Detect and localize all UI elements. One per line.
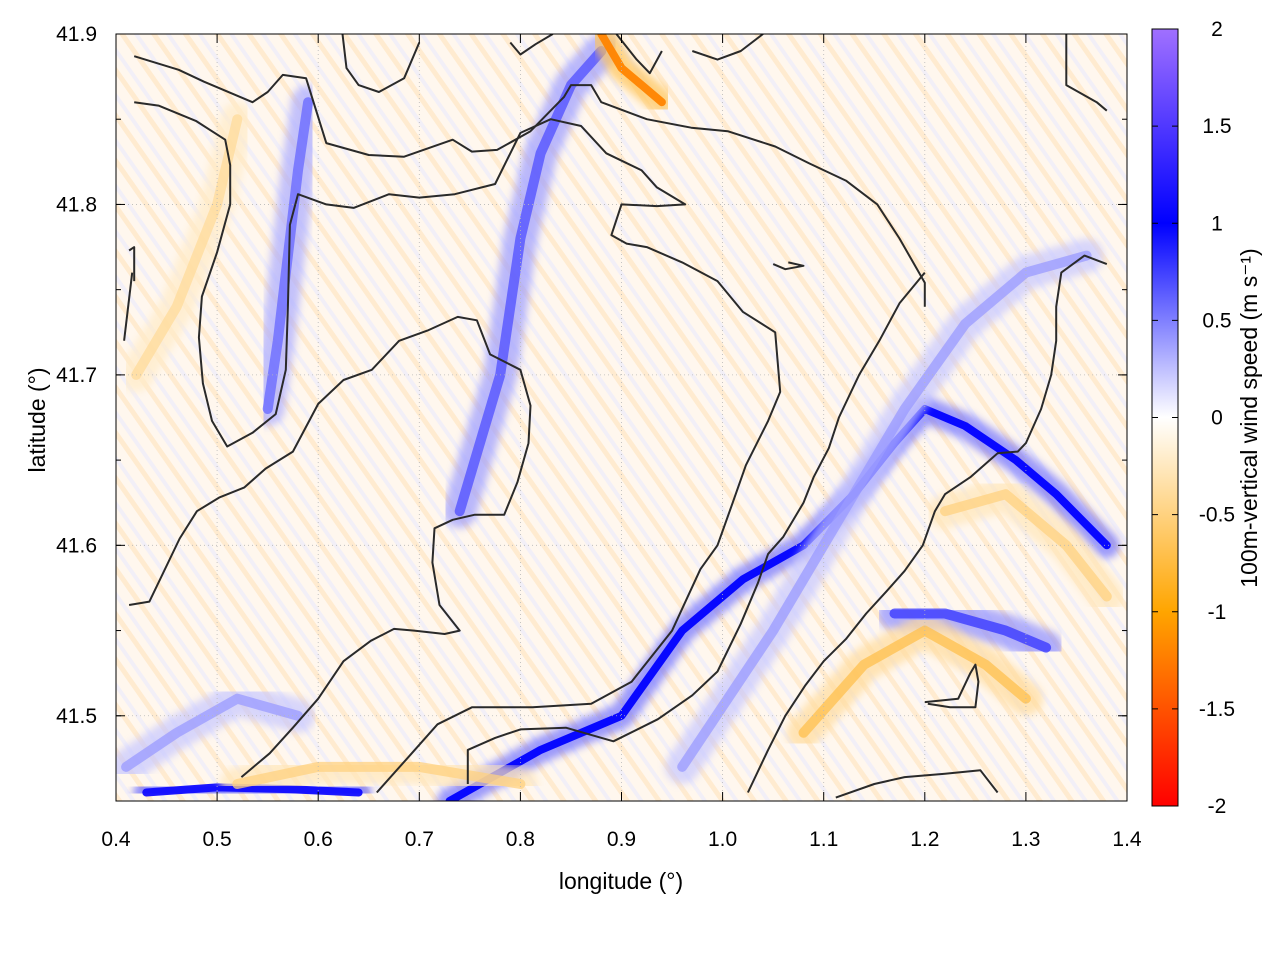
x-tick-label: 1.4 <box>1112 828 1142 851</box>
x-tick-label: 0.6 <box>304 828 333 851</box>
colorbar-tick-labels: 2 1.5 1 0.5 0 -0.5 -1 -1.5 -2 <box>1199 18 1235 818</box>
x-tick-label: 0.8 <box>506 828 535 851</box>
contour-line <box>134 101 782 794</box>
contour-line <box>924 663 980 709</box>
colorbar-tick-label: 1.5 <box>1202 115 1231 138</box>
colorbar: 2 1.5 1 0.5 0 -0.5 -1 -1.5 -2 100m-vertical wind… <box>1151 18 1262 818</box>
x-axis-tick-labels: 0.4 0.5 0.6 0.7 0.8 0.9 1.0 1.1 1.2 1.3 1.4 <box>101 828 1142 851</box>
wind-features <box>116 34 1124 801</box>
colorbar-tick-label: -0.5 <box>1199 504 1235 527</box>
wind-feature-core <box>889 608 1052 653</box>
colorbar-tick-label: -1.5 <box>1199 698 1235 721</box>
y-tick-label: 41.9 <box>56 23 97 46</box>
x-tick-label: 1.1 <box>809 828 838 851</box>
colorbar-tick-label: 0 <box>1211 407 1223 430</box>
x-tick-label: 0.4 <box>101 828 131 851</box>
contour-line <box>746 254 1108 793</box>
colorbar-tick-label: 2 <box>1211 18 1223 41</box>
contour-line <box>128 315 532 778</box>
colorbar-tick-label: 0.5 <box>1202 309 1231 332</box>
wind-feature-core <box>232 761 526 789</box>
contour-line <box>128 246 136 282</box>
x-tick-label: 0.9 <box>607 828 636 851</box>
wind-feature-core <box>262 97 314 414</box>
contour-line <box>615 34 663 75</box>
y-tick-label: 41.5 <box>56 705 97 728</box>
wind-feature-core <box>597 34 666 107</box>
colorbar-ticks <box>1152 28 1178 807</box>
contour-line <box>123 272 134 341</box>
y-tick-label: 41.7 <box>56 364 97 387</box>
y-axis-tick-labels: 41.5 41.6 41.7 41.8 41.9 <box>56 23 97 728</box>
x-tick-label: 1.2 <box>910 828 939 851</box>
contour-line <box>341 34 421 93</box>
wind-feature-core <box>454 46 607 517</box>
contour-line <box>835 769 999 799</box>
y-tick-label: 41.8 <box>56 193 97 216</box>
contour-line <box>691 34 764 61</box>
wind-feature-core <box>677 250 1092 772</box>
axis-ticks <box>115 33 1128 802</box>
colorbar-tick-label: -2 <box>1208 795 1227 818</box>
wind-feature-core <box>131 114 243 380</box>
contour-lines <box>123 34 1108 799</box>
contour-line <box>1065 34 1108 112</box>
contour-line <box>133 55 926 307</box>
x-axis-title: longitude (°) <box>559 868 683 894</box>
contour-line <box>772 261 805 271</box>
y-axis-title: latitude (°) <box>24 367 50 472</box>
contour-line <box>466 271 926 784</box>
x-tick-label: 1.3 <box>1011 828 1040 851</box>
x-tick-label: 0.5 <box>202 828 231 851</box>
heatmap-layer <box>116 34 1127 801</box>
wind-feature-core <box>940 489 1112 602</box>
x-tick-label: 0.7 <box>405 828 434 851</box>
colorbar-tick-label: -1 <box>1208 601 1227 624</box>
colorbar-title: 100m-vertical wind speed (m s⁻¹) <box>1236 248 1262 587</box>
colorbar-tick-label: 1 <box>1211 212 1223 235</box>
wind-feature-core <box>121 693 303 772</box>
contour-line <box>509 34 554 56</box>
x-tick-label: 1.0 <box>708 828 737 851</box>
y-tick-label: 41.6 <box>56 534 97 557</box>
